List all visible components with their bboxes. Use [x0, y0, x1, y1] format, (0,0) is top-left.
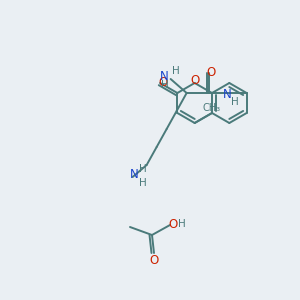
Text: H: H: [161, 80, 169, 90]
Text: H: H: [231, 97, 239, 107]
Text: O: O: [158, 76, 168, 89]
Text: H: H: [172, 66, 179, 76]
Text: N: N: [160, 70, 169, 83]
Text: O: O: [206, 67, 215, 80]
Text: O: O: [190, 74, 199, 86]
Text: O: O: [168, 218, 178, 230]
Text: H: H: [139, 178, 146, 188]
Text: H: H: [139, 164, 146, 174]
Text: O: O: [149, 254, 159, 266]
Text: N: N: [130, 169, 139, 182]
Text: N: N: [223, 88, 232, 101]
Text: H: H: [178, 219, 186, 229]
Text: CH₃: CH₃: [203, 103, 221, 113]
